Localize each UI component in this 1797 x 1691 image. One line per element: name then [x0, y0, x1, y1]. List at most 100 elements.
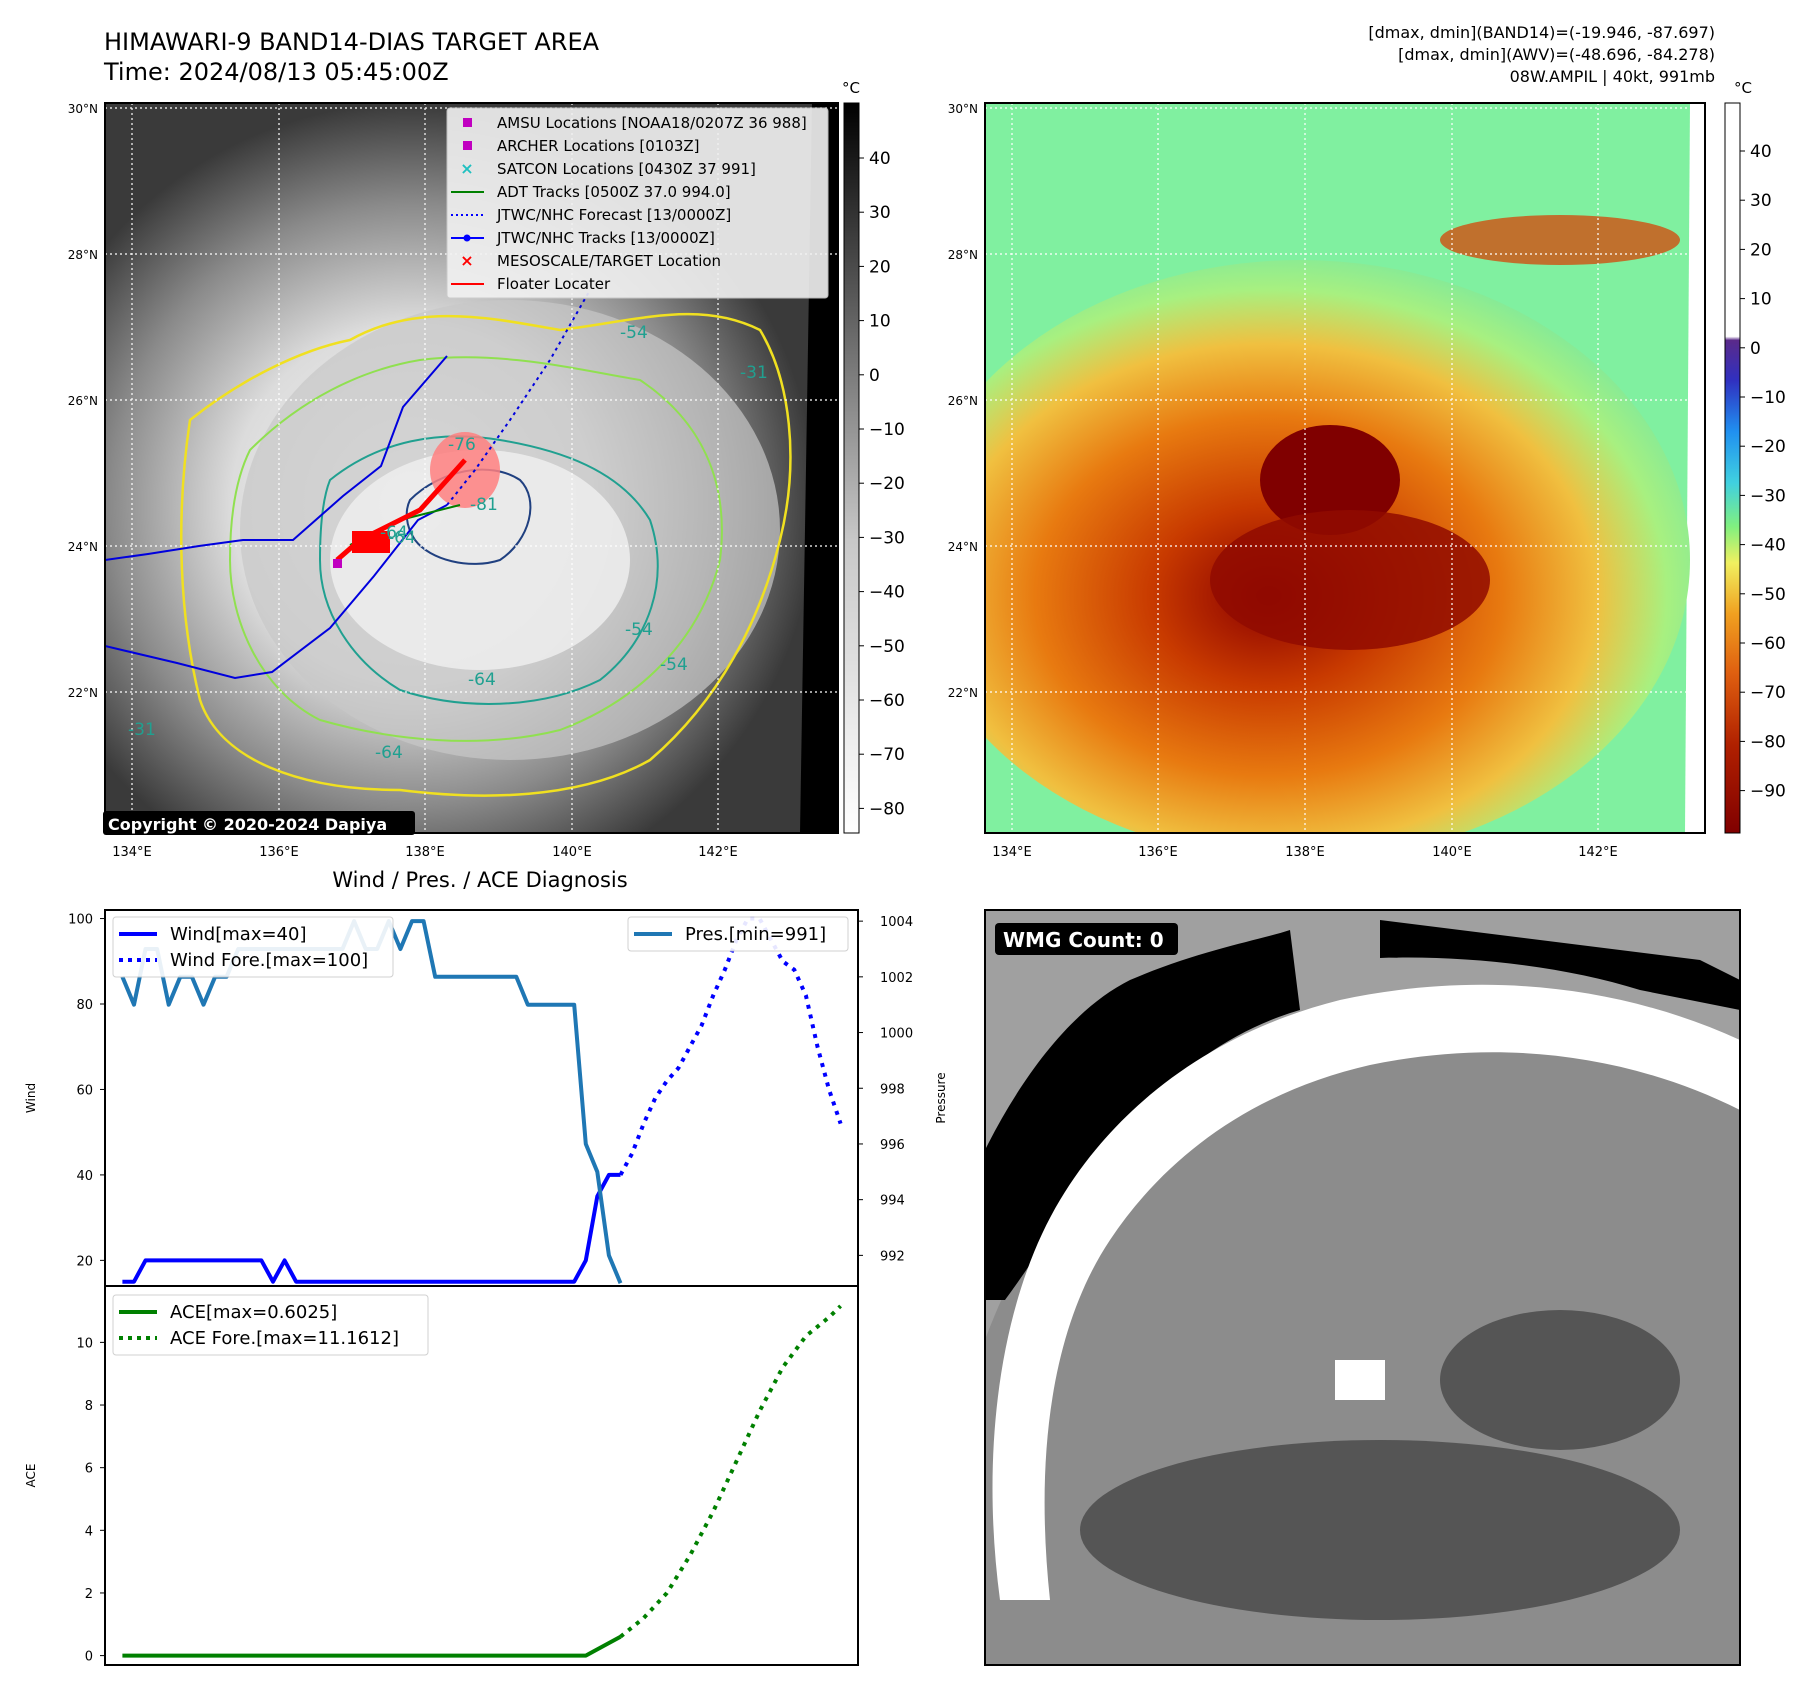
colorbar-tick-label: −80 [869, 799, 905, 819]
ir-map-legend [446, 107, 829, 299]
lon-label: 136°E [259, 845, 299, 860]
colorbar-tick-label: −10 [869, 420, 905, 440]
y-tick-label: 100 [68, 913, 93, 928]
colorbar-tick-label: 10 [869, 312, 891, 332]
wmg-dark-region [1080, 1440, 1680, 1620]
chart-legend-label: Pres.[min=991] [685, 924, 826, 945]
legend-item: AMSU Locations [NOAA18/0207Z 36 988] [463, 114, 807, 132]
y-tick-label: 6 [85, 1462, 93, 1477]
legend-item: JTWC/NHC Tracks [13/0000Z] [451, 229, 715, 247]
y-right-tick-label: 1002 [880, 971, 913, 986]
legend-item: Floater Locater [451, 275, 611, 293]
lon-label: 142°E [698, 845, 738, 860]
colorbar-tick-label: −50 [1750, 585, 1786, 605]
legend-item: JTWC/NHC Forecast [13/0000Z] [451, 206, 731, 224]
lon-label: 134°E [112, 845, 152, 860]
ir-map-frame [104, 102, 839, 834]
legend-x-marker: × [460, 251, 473, 270]
series-line [122, 1634, 622, 1658]
y-axis-label: Wind [24, 1083, 38, 1113]
chart-legend-box [112, 916, 394, 978]
wmg-white-arc [992, 984, 1740, 1600]
y-tick-label: 60 [76, 1083, 93, 1098]
y-tick-label: 2 [85, 1587, 93, 1602]
contour-label: -54 [625, 620, 653, 640]
target-area [430, 432, 500, 508]
lon-label: 140°E [1432, 845, 1472, 860]
colorbar-tick-label: −70 [869, 745, 905, 765]
colorbar-tick-label: 40 [869, 149, 891, 169]
contour-label: -31 [740, 363, 768, 383]
info-storm: 08W.AMPIL | 40kt, 991mb [1510, 67, 1715, 86]
y-tick-label: 10 [76, 1336, 93, 1351]
lat-label: 28°N [68, 248, 98, 262]
legend-item: ADT Tracks [0500Z 37.0 994.0] [451, 183, 731, 201]
contour-label: -31 [128, 720, 156, 740]
legend-square-marker [463, 118, 472, 127]
chart-legend-box [112, 1294, 429, 1356]
chart-legend-label: ACE[max=0.6025] [170, 1302, 337, 1323]
figure-title: HIMAWARI-9 BAND14-DIAS TARGET AREA [104, 28, 600, 56]
ir-map-panel: AMSU Locations [NOAA18/0207Z 36 988] ARCH… [103, 102, 839, 835]
color-map-grid [985, 103, 1705, 833]
legend-label: AMSU Locations [NOAA18/0207Z 36 988] [497, 114, 807, 132]
legend-label: ARCHER Locations [0103Z] [497, 137, 700, 155]
legend-label: Floater Locater [497, 275, 611, 293]
chart-legend: Pres.[min=991] [627, 916, 849, 952]
chart-legend-box [627, 916, 849, 952]
copyright-text: Copyright © 2020-2024 Dapiya [108, 815, 387, 834]
y-right-tick-label: 992 [880, 1249, 905, 1264]
legend-item: ARCHER Locations [0103Z] [463, 137, 700, 155]
y-tick-label: 80 [76, 998, 93, 1013]
lat-label: 26°N [948, 394, 978, 408]
chart-legend: Wind[max=40] Wind Fore.[max=100] [112, 916, 394, 978]
lat-label: 30°N [68, 102, 98, 116]
lat-label: 24°N [948, 540, 978, 554]
wmg-black-top [1380, 920, 1740, 1010]
chart-legend-label: Wind[max=40] [170, 924, 307, 945]
colorbar-tick-label: −10 [1750, 388, 1786, 408]
colorbar-tick-label: −30 [1750, 486, 1786, 506]
colorbar-right-unit: °C [1734, 79, 1752, 97]
diagnosis-title: Wind / Pres. / ACE Diagnosis [332, 868, 627, 892]
contour-label: -64 [375, 743, 403, 763]
colorbar-tick-label: −60 [1750, 634, 1786, 654]
info-awv: [dmax, dmin](AWV)=(-48.696, -84.278) [1398, 45, 1715, 64]
contour-label: -81 [470, 495, 498, 515]
color-map-panel [984, 102, 1706, 834]
legend-dot [463, 234, 471, 242]
mesoscale-cluster [352, 531, 390, 553]
colorbar-tick-label: 20 [869, 257, 891, 277]
colorbar-right: °C [1724, 79, 1752, 834]
y-tick-label: 40 [76, 1169, 93, 1184]
lon-label: 138°E [405, 845, 445, 860]
colorbar-tick-label: −40 [869, 583, 905, 603]
colorbar-tick-label: 0 [1750, 339, 1761, 359]
colorbar-tick-label: −90 [1750, 782, 1786, 802]
colorbar-tick-label: −70 [1750, 683, 1786, 703]
contour-yellow [180, 312, 792, 797]
contour-label: -54 [620, 323, 648, 343]
y-axis-label: ACE [24, 1464, 38, 1488]
copyright-badge [103, 811, 415, 835]
colorbar-tick-label: −20 [869, 474, 905, 494]
wmg-white-spot [1335, 1360, 1385, 1400]
y-right-axis-label: Pressure [934, 1072, 948, 1123]
contour-teal [318, 435, 659, 705]
ir-map-imagery [105, 103, 838, 833]
colorbar-tick-label: −50 [869, 637, 905, 657]
lat-label: 26°N [68, 394, 98, 408]
colorbar-tick-label: 30 [869, 203, 891, 223]
wmg-count-badge [995, 923, 1178, 955]
ace-chart: 0 2 4 6 8 10 ACE ACE[max=0.6025] ACE Fore.[max=1… [24, 1285, 859, 1666]
y-tick-label: 8 [85, 1399, 93, 1414]
wmg-count-label: WMG Count: 0 [1003, 928, 1164, 952]
wmg-frame [984, 909, 1741, 1666]
legend-label: SATCON Locations [0430Z 37 991] [497, 160, 756, 178]
legend-item: × SATCON Locations [0430Z 37 991] [460, 159, 756, 178]
legend-items: AMSU Locations [NOAA18/0207Z 36 988] ARCH… [451, 114, 807, 293]
colorbar-tick-label: 0 [869, 366, 880, 386]
amsu-marker [333, 559, 342, 568]
legend-label: JTWC/NHC Forecast [13/0000Z] [496, 206, 731, 224]
